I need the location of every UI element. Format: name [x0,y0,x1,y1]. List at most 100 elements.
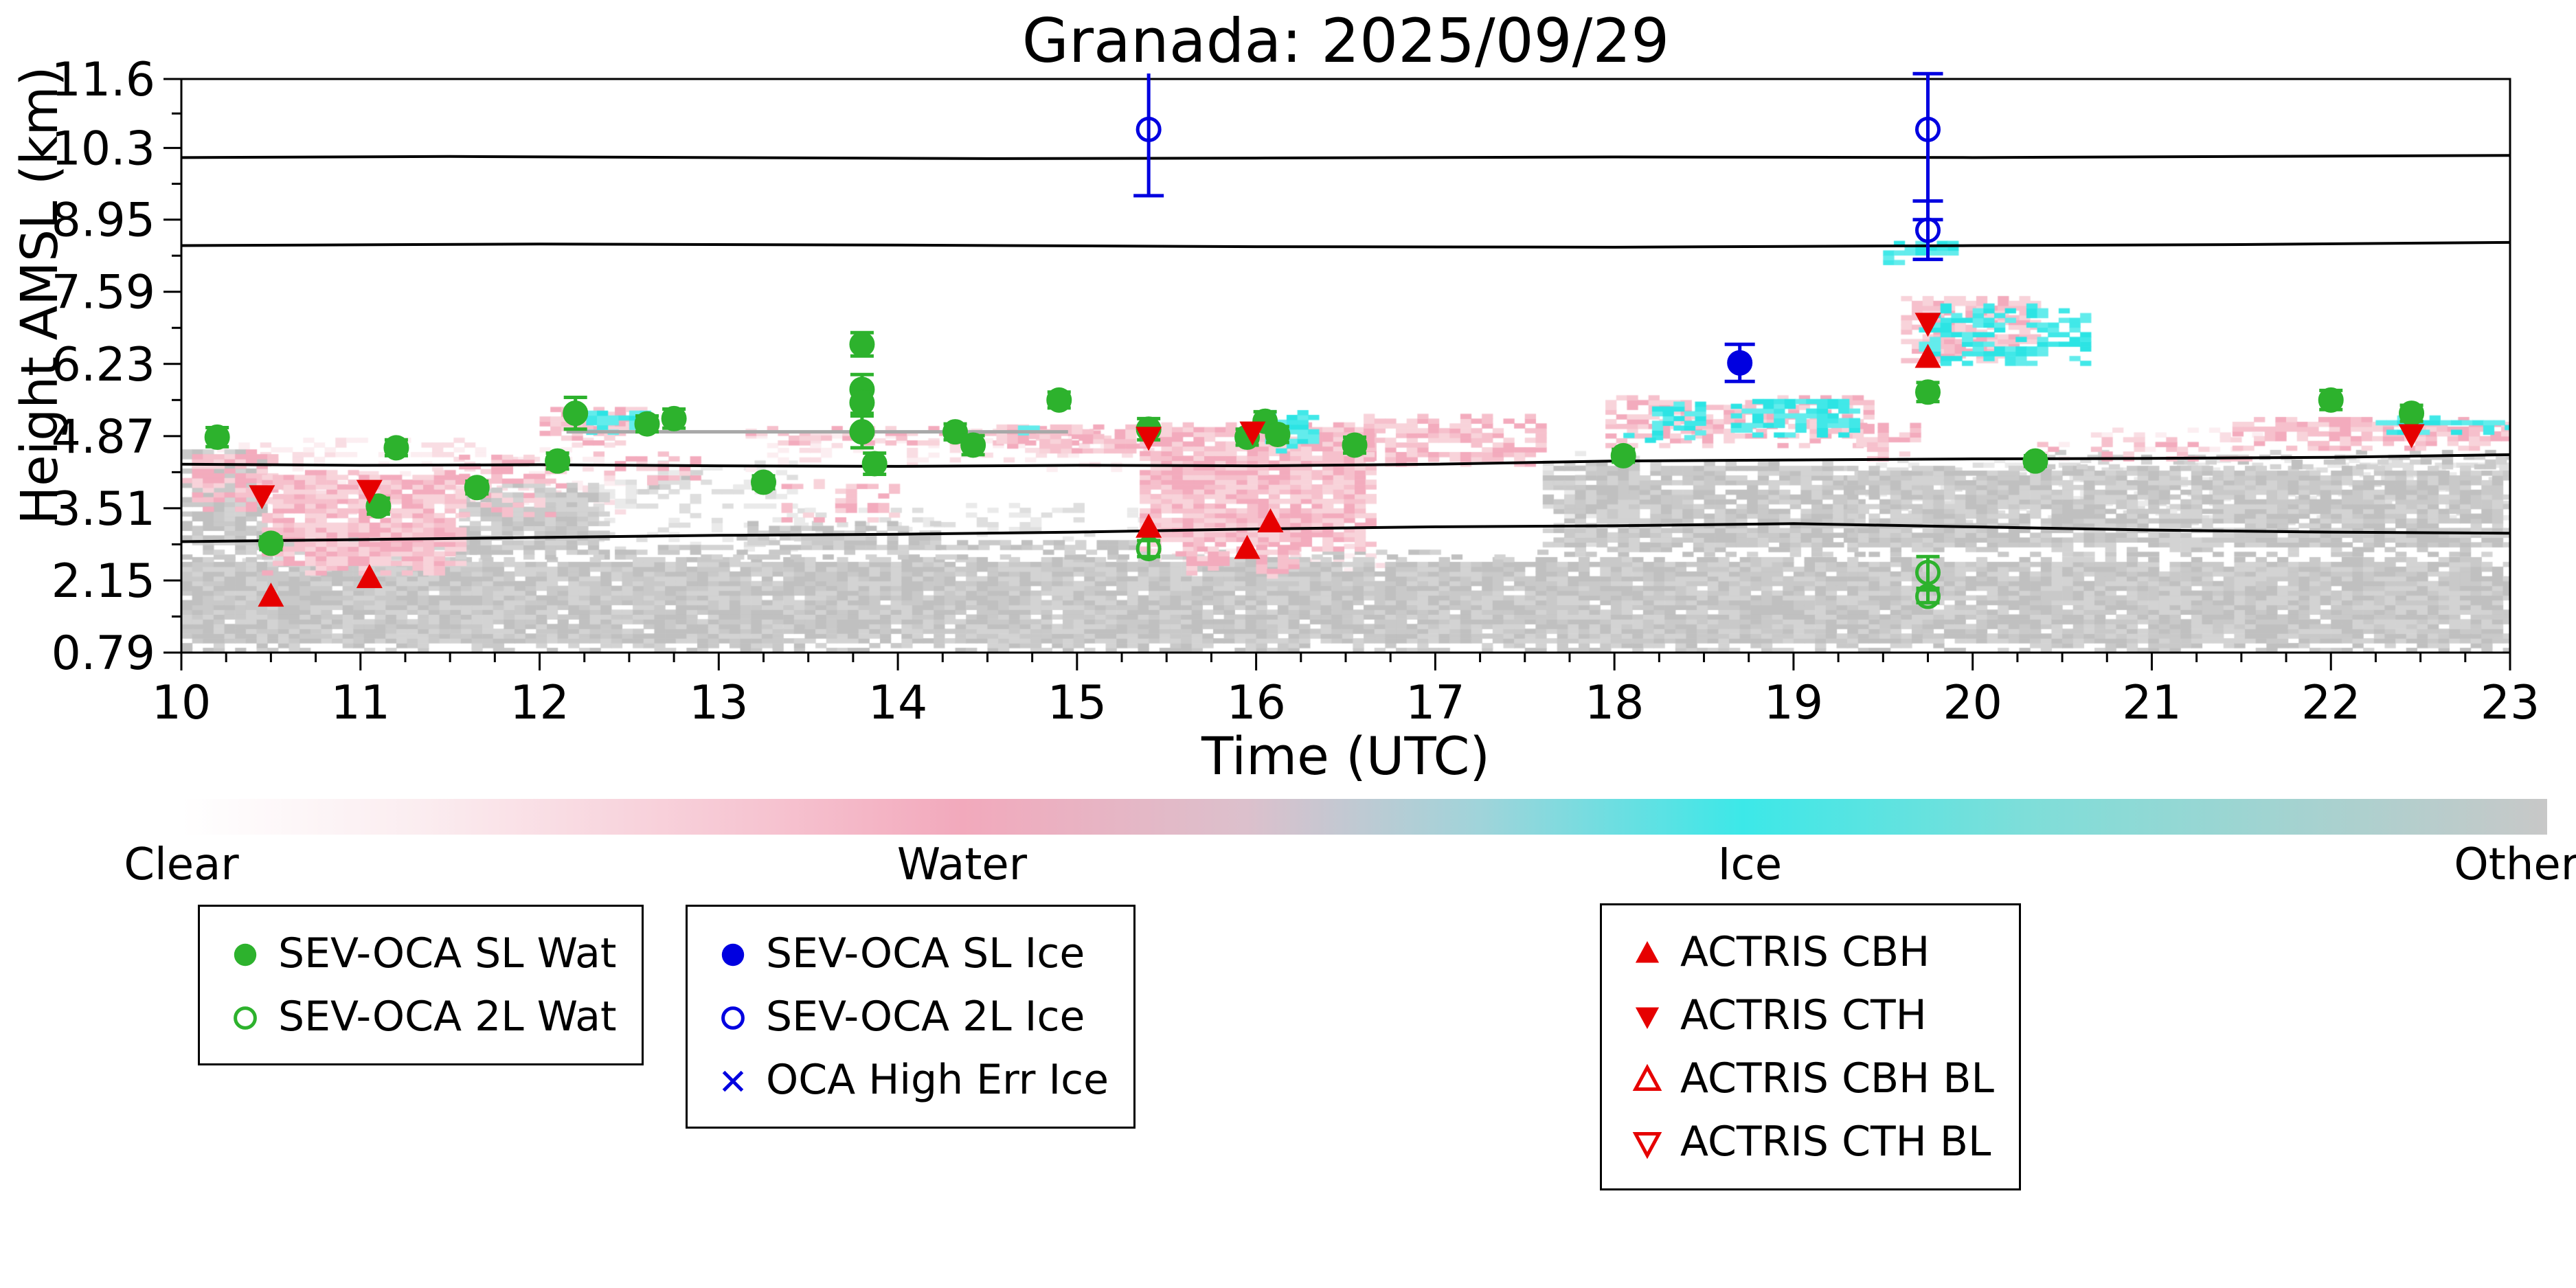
legend-marker [1632,1132,1662,1160]
x-tick-label: 15 [1048,676,1107,730]
legend-marker [1635,941,1660,963]
legend-marker [1635,1007,1660,1029]
x-tick-label: 22 [2301,676,2361,730]
x-mark-legend-icon [722,1070,744,1092]
y-tick-label: 0.79 [52,626,155,681]
x-tick-label: 16 [1226,676,1286,730]
circle-open-legend-icon [234,1006,257,1030]
y-tick-label: 7.59 [52,266,155,320]
triangle-up-filled-legend-icon [1635,941,1660,963]
data-point-triangle-down-filled [2398,424,2425,449]
data-point-triangle-up-filled [1914,343,1941,368]
legend-entry: ACTRIS CTH BL [1627,1110,1994,1173]
contour-line [181,154,2511,160]
x-tick-label: 21 [2122,676,2182,730]
data-point-circle-filled [1265,422,1291,448]
triangle-up-open-legend-icon [1632,1063,1662,1091]
legend-marker [721,943,745,967]
contour-line [181,240,2511,249]
data-point-circle-filled [204,424,230,450]
legend-label: ACTRIS CBH [1680,928,1930,976]
legend-label: ACTRIS CTH BL [1680,1118,1991,1166]
legend-label: SEV-OCA SL Ice [766,929,1085,978]
data-point-circle-filled [849,389,875,416]
data-point-circle-filled [661,405,687,431]
y-tick-label: 10.3 [52,122,155,176]
data-point-triangle-down-filled [356,479,383,504]
triangle-down-filled-legend-icon [1635,1007,1660,1029]
x-tick-label: 14 [868,676,928,730]
data-point-triangle-up-filled [356,564,383,589]
data-point-circle-filled [1610,442,1636,468]
data-point-circle-filled [849,331,875,357]
x-tick-label: 11 [331,676,391,730]
data-point-circle-filled [2318,387,2344,413]
legend-marker [721,1006,745,1030]
legend-entry: ACTRIS CBH [1627,920,1994,984]
y-tick-label: 3.51 [52,482,155,536]
legend-entry: SEV-OCA 2L Ice [712,985,1109,1048]
data-point-circle-filled [563,400,589,427]
legend-box-2: SEV-OCA SL Ice SEV-OCA 2L Ice OCA High Err… [686,905,1136,1129]
plot-svg: 10 11 12 13 14 15 16 17 18 19 20 21 22 23 0.79 2.15 3.51… [52,53,2540,730]
legend-entry: ACTRIS CTH [1627,984,1994,1047]
colorbar-label-ice: Ice [1717,839,1783,890]
cloud-classification-field [181,79,2510,653]
x-tick-label: 23 [2481,676,2540,730]
x-tick-label: 18 [1585,676,1645,730]
legend-entry: SEV-OCA 2L Wat [225,985,617,1048]
colorbar-label-clear: Clear [124,839,239,890]
y-tick-label: 2.15 [52,554,155,609]
colorbar-label-other: Other [2454,839,2576,890]
chart-title: Granada: 2025/09/29 [1021,5,1670,76]
data-point-circle-filled [383,435,409,461]
data-point-circle-filled [1046,387,1072,413]
contour-line [181,522,2511,543]
legend-marker [234,943,257,967]
x-tick-label: 12 [510,676,569,730]
circle-filled-legend-icon [721,943,745,967]
legend-label: SEV-OCA 2L Wat [278,993,617,1041]
data-point-triangle-down-filled [1136,427,1162,451]
data-point-circle-open [1915,583,1941,609]
x-axis-label: Time (UTC) [1201,725,1491,787]
data-point-circle-filled [861,451,888,477]
y-tick-label: 8.95 [52,194,155,248]
data-point-circle-filled [1915,379,1941,405]
contour-line [181,453,2511,468]
plot-border [180,78,2511,654]
data-point-triangle-up-filled [258,583,284,607]
colorbar [181,799,2547,835]
data-point-triangle-down-filled [1914,313,1941,337]
data-point-circle-filled [634,411,660,437]
legend-box-3: ACTRIS CBH ACTRIS CTH ACTRIS CBH BL ACTRIS … [1600,903,2021,1190]
colorbar-label-water: Water [896,839,1028,890]
data-point-triangle-down-filled [249,485,275,510]
circle-filled-legend-icon [234,943,257,967]
data-point-circle-filled [942,419,969,445]
x-tick-label: 19 [1764,676,1824,730]
data-point-circle-filled [1342,432,1368,458]
legend-label: OCA High Err Ice [766,1056,1109,1104]
data-point-circle-filled [2022,448,2048,474]
x-tick-label: 20 [1943,676,2002,730]
data-point-circle-filled [2399,400,2425,427]
legend-entry: SEV-OCA SL Wat [225,922,617,985]
data-point-circle-open [1915,559,1941,585]
colorbar-labels: Clear Water Ice Other [124,839,2576,894]
data-point-circle-filled [258,530,284,556]
data-point-triangle-down-filled [1239,421,1266,446]
legend-entry: OCA High Err Ice [712,1048,1109,1111]
y-tick-label: 4.87 [52,410,155,464]
data-point-circle-open [1915,116,1941,142]
data-point-circle-filled [1727,350,1753,376]
data-point-triangle-up-filled [1136,513,1162,538]
x-tick-label: 17 [1405,676,1465,730]
data-point-circle-filled [751,469,776,495]
circle-open-legend-icon [721,1006,745,1030]
x-tick-label: 10 [152,676,212,730]
legend-box-1: SEV-OCA SL Wat SEV-OCA 2L Wat [198,905,644,1065]
legend-marker [1632,1063,1662,1091]
triangle-down-open-legend-icon [1632,1132,1662,1160]
data-point-circle-filled [464,475,490,501]
